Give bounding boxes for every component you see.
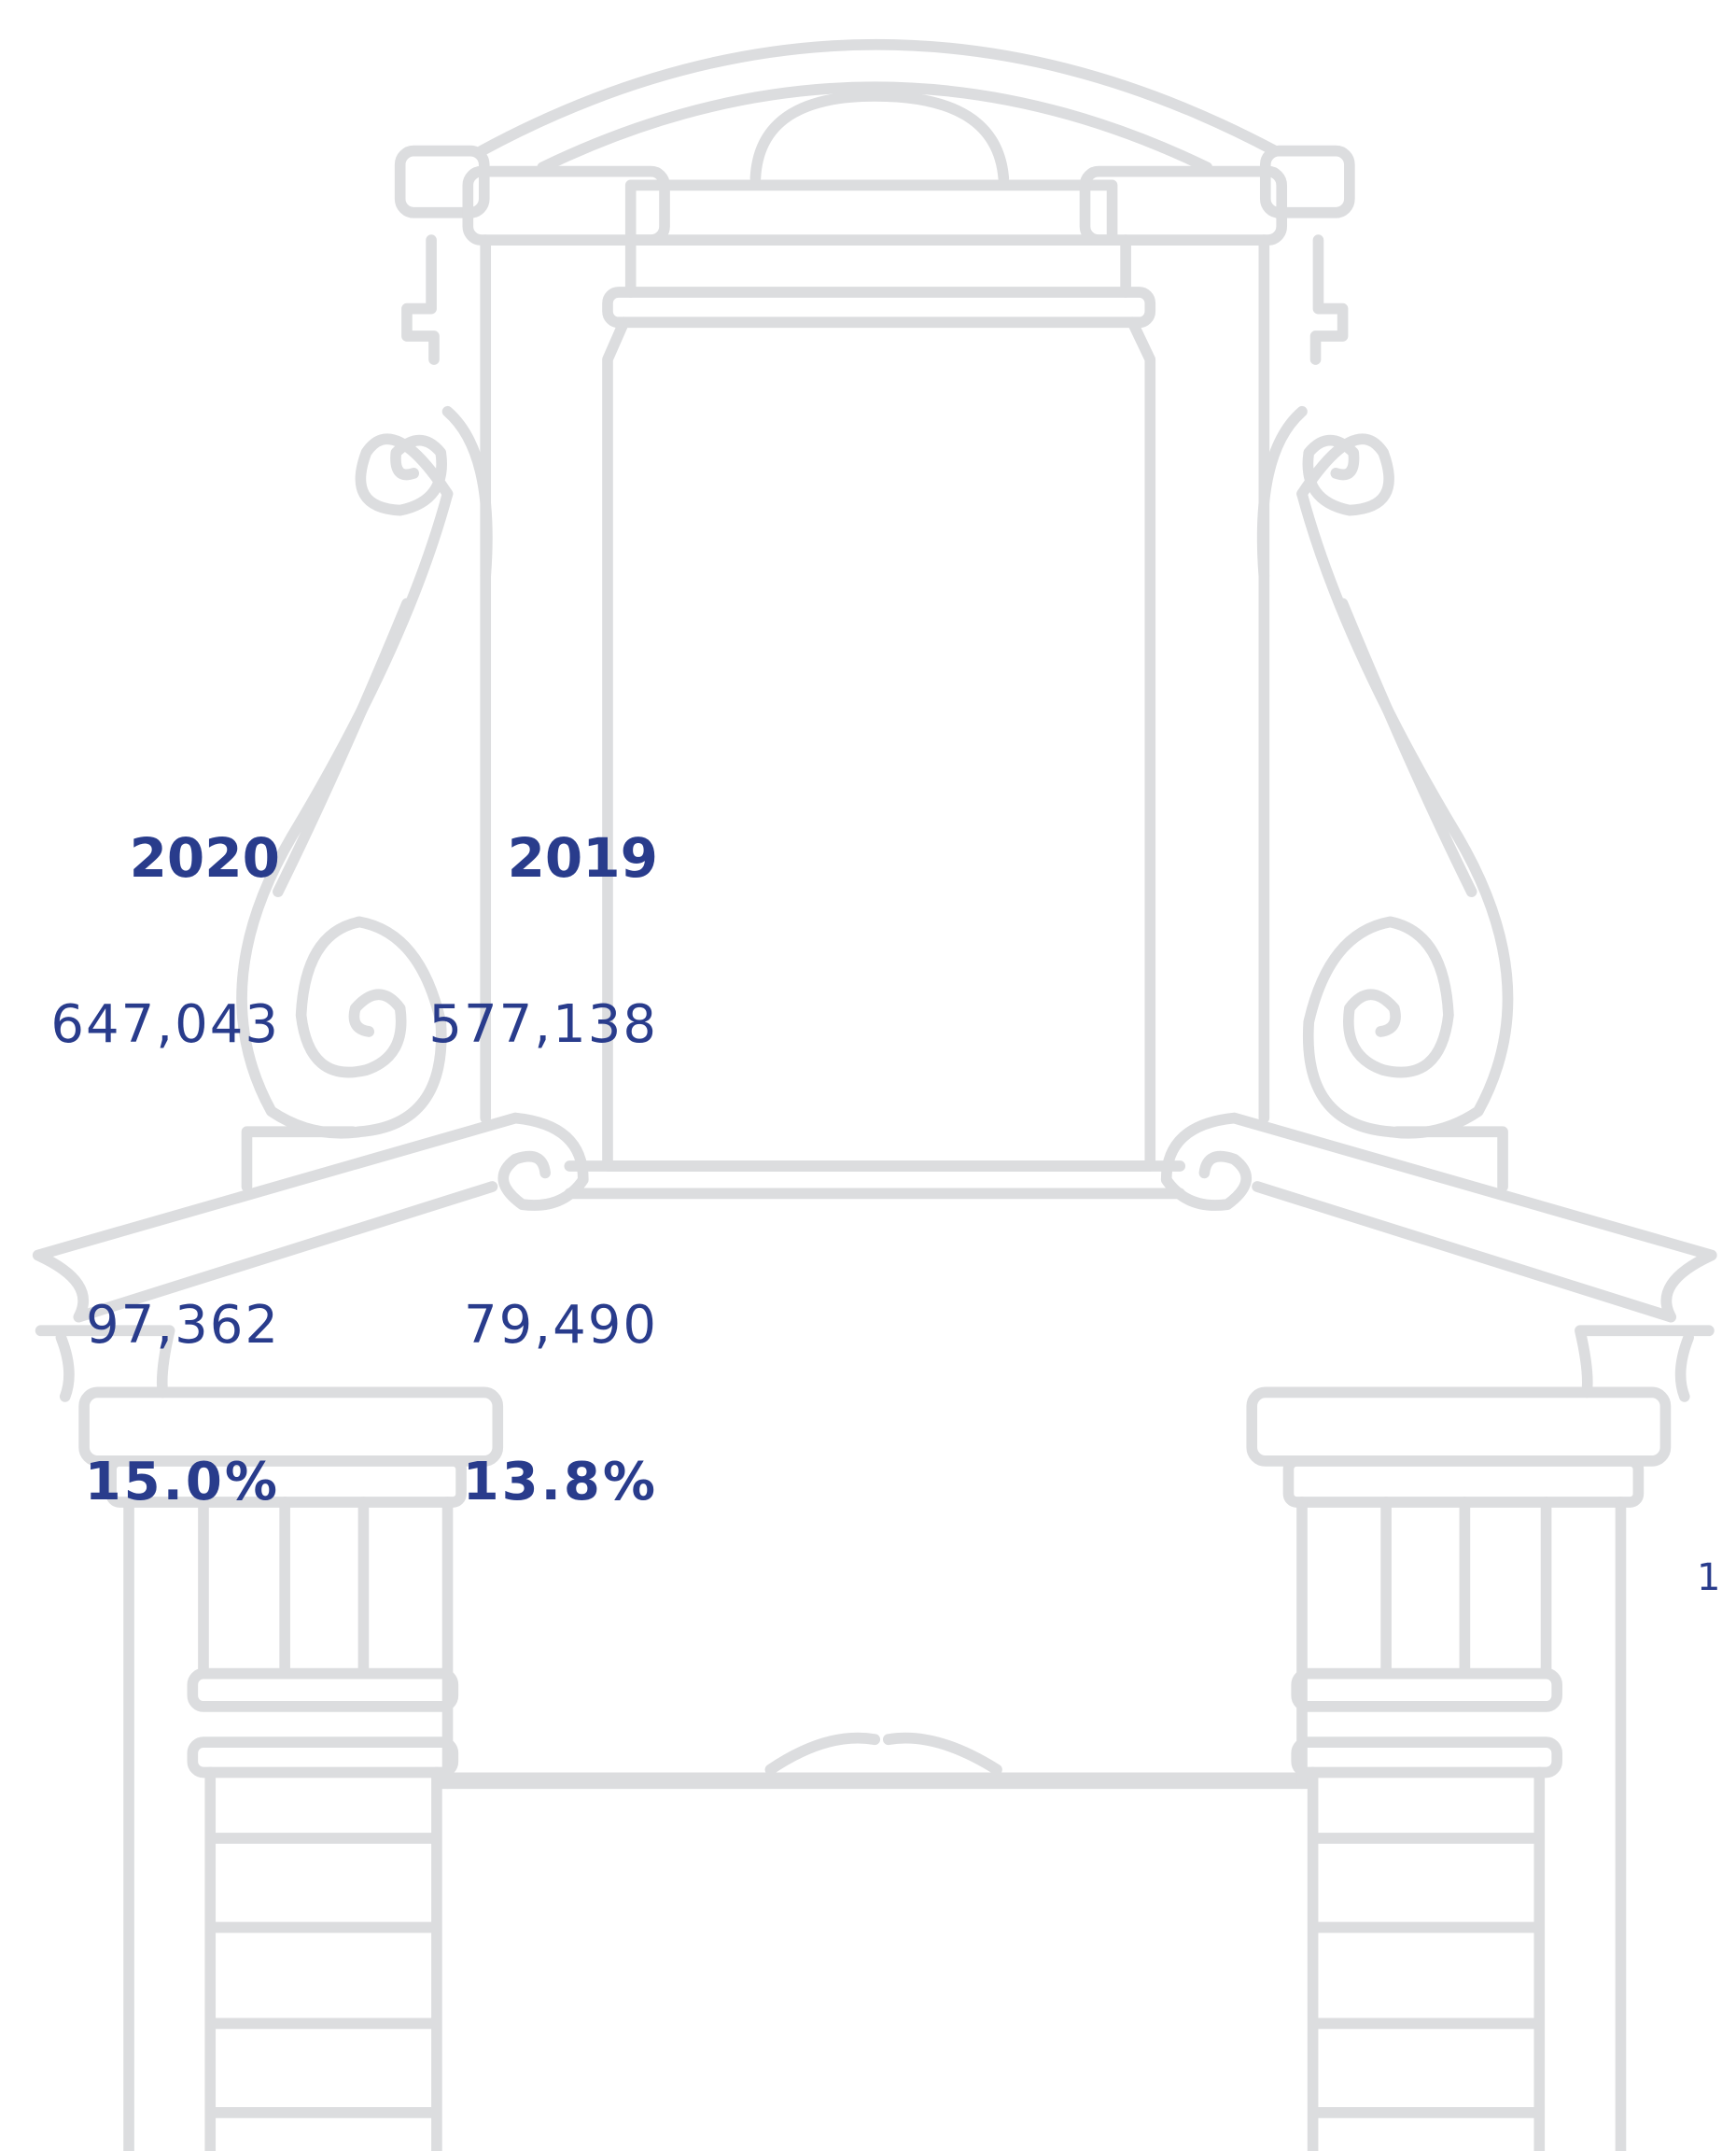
page-number: 1 [1697, 1559, 1720, 1596]
column [129, 1502, 447, 2151]
side-ornament [38, 151, 665, 2151]
table-cell: 97,362 [0, 1300, 280, 1352]
column-header: 2019 [378, 831, 658, 885]
dome [755, 96, 1003, 178]
column-ring [192, 1674, 453, 1707]
bricks [210, 1772, 437, 2151]
beam [631, 185, 1113, 240]
page: {"table": {"header": ["2020", "2019"], "… [0, 0, 1736, 2151]
column-ring [192, 1742, 453, 1772]
window [608, 322, 1150, 1166]
column-header: 2020 [0, 831, 280, 885]
table-cell: 79,490 [378, 1300, 658, 1352]
table-cell: 13.8% [378, 1456, 658, 1509]
volute [360, 439, 447, 510]
building-illustration [0, 0, 1736, 2151]
pillar [407, 240, 485, 1118]
side-ornament [1085, 151, 1712, 2151]
ornament [770, 1738, 997, 1770]
beam [631, 240, 1126, 292]
window-header [608, 292, 1150, 322]
table-cell: 15.0% [0, 1456, 280, 1509]
capital [84, 1392, 497, 1460]
table-cell: 647,043 [0, 999, 280, 1051]
lintel [569, 1166, 1180, 1193]
table-cell: 577,138 [378, 999, 658, 1051]
pediment [38, 1118, 583, 1317]
